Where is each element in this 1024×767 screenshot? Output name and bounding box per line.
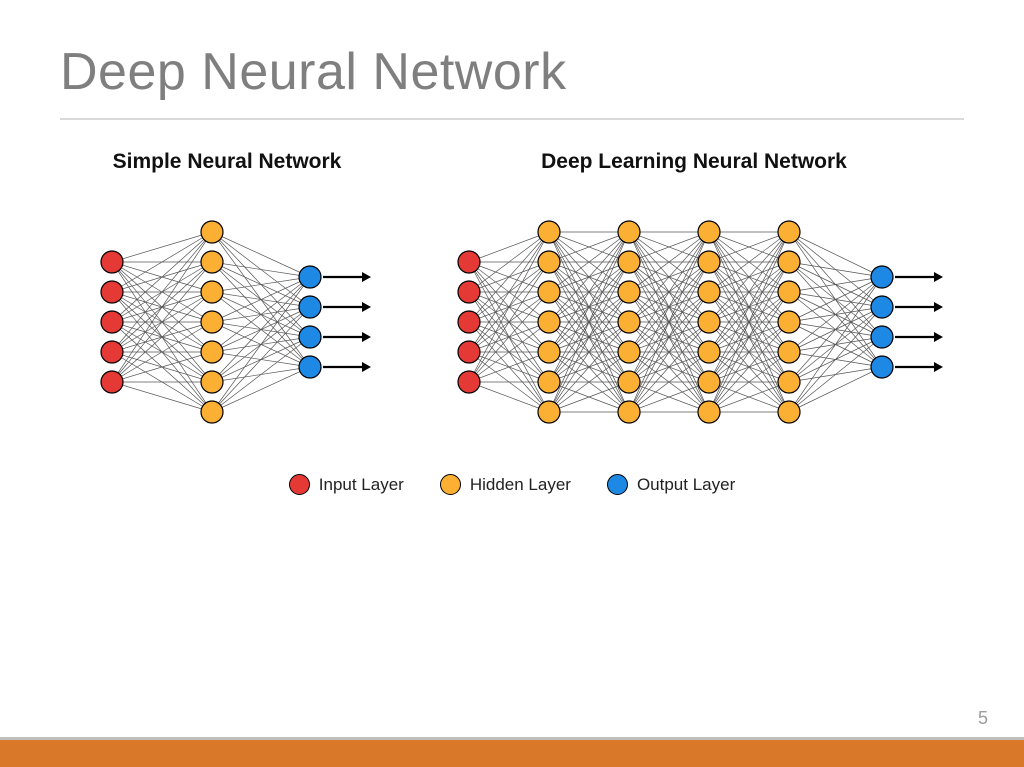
arrow-head-icon [934, 332, 943, 342]
input-node [458, 311, 480, 333]
hidden-node [618, 401, 640, 423]
legend: Input Layer Hidden Layer Output Layer [60, 474, 964, 495]
deep-network-panel: Deep Learning Neural Network [424, 150, 964, 452]
hidden-node [201, 311, 223, 333]
hidden-node [618, 341, 640, 363]
hidden-node [538, 221, 560, 243]
page-title: Deep Neural Network [60, 42, 567, 102]
input-node [101, 251, 123, 273]
hidden-node [538, 401, 560, 423]
hidden-node [698, 221, 720, 243]
hidden-node [618, 281, 640, 303]
hidden-node [538, 371, 560, 393]
hidden-node [698, 311, 720, 333]
deep-network-diagram [424, 192, 964, 452]
legend-hidden: Hidden Layer [440, 474, 571, 495]
input-node [101, 341, 123, 363]
legend-input-label: Input Layer [319, 475, 404, 495]
legend-output-node-icon [607, 474, 628, 495]
input-node [458, 281, 480, 303]
networks-row: Simple Neural Network Deep Learning Neur… [60, 150, 964, 452]
hidden-node [778, 371, 800, 393]
footer-bar [0, 740, 1024, 767]
deep-network-title: Deep Learning Neural Network [541, 150, 847, 174]
arrow-head-icon [934, 272, 943, 282]
hidden-node [201, 401, 223, 423]
hidden-node [698, 401, 720, 423]
hidden-node [778, 221, 800, 243]
legend-output: Output Layer [607, 474, 735, 495]
hidden-node [618, 251, 640, 273]
title-underline [60, 118, 964, 120]
output-node [871, 296, 893, 318]
input-node [458, 341, 480, 363]
hidden-node [201, 251, 223, 273]
input-node [101, 281, 123, 303]
output-arrows [323, 272, 371, 372]
hidden-node [201, 281, 223, 303]
hidden-node [778, 281, 800, 303]
arrow-head-icon [362, 332, 371, 342]
hidden-node [201, 371, 223, 393]
simple-network-diagram [62, 192, 392, 452]
simple-network-title: Simple Neural Network [113, 150, 342, 174]
content-area: Simple Neural Network Deep Learning Neur… [60, 150, 964, 687]
input-node [101, 311, 123, 333]
hidden-node [538, 281, 560, 303]
output-node [871, 356, 893, 378]
page-number: 5 [978, 708, 988, 729]
output-node [871, 266, 893, 288]
simple-network-panel: Simple Neural Network [60, 150, 394, 452]
hidden-node [538, 251, 560, 273]
legend-input-node-icon [289, 474, 310, 495]
hidden-node [698, 371, 720, 393]
hidden-node [538, 311, 560, 333]
input-node [101, 371, 123, 393]
output-node [299, 296, 321, 318]
legend-input: Input Layer [289, 474, 404, 495]
output-node [299, 326, 321, 348]
arrow-head-icon [934, 302, 943, 312]
legend-output-label: Output Layer [637, 475, 735, 495]
hidden-node [618, 311, 640, 333]
arrow-head-icon [362, 362, 371, 372]
slide: Deep Neural Network Simple Neural Networ… [0, 0, 1024, 767]
output-node [871, 326, 893, 348]
hidden-node [778, 251, 800, 273]
input-node [458, 371, 480, 393]
hidden-node [698, 251, 720, 273]
hidden-node [778, 401, 800, 423]
hidden-node [618, 371, 640, 393]
legend-hidden-node-icon [440, 474, 461, 495]
arrow-head-icon [362, 272, 371, 282]
hidden-node [698, 341, 720, 363]
output-node [299, 266, 321, 288]
input-node [458, 251, 480, 273]
output-node [299, 356, 321, 378]
hidden-node [618, 221, 640, 243]
arrow-head-icon [934, 362, 943, 372]
arrow-head-icon [362, 302, 371, 312]
hidden-node [201, 341, 223, 363]
output-arrows [895, 272, 943, 372]
legend-hidden-label: Hidden Layer [470, 475, 571, 495]
hidden-node [778, 341, 800, 363]
edges [469, 232, 882, 412]
hidden-node [698, 281, 720, 303]
hidden-node [538, 341, 560, 363]
hidden-node [778, 311, 800, 333]
hidden-node [201, 221, 223, 243]
